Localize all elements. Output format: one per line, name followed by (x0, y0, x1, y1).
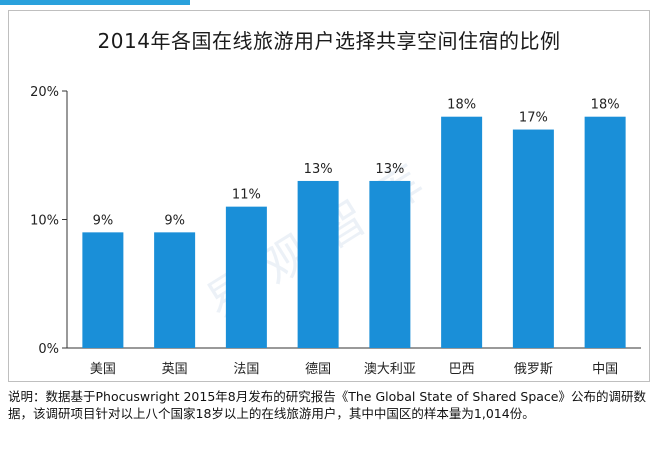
x-tick-label: 巴西 (449, 362, 475, 377)
footnote: 说明：数据基于Phocuswright 2015年8月发布的研究报告《The G… (8, 389, 646, 421)
bar (154, 232, 196, 348)
data-label: 13% (375, 162, 404, 177)
y-tick-label: 0% (38, 342, 59, 357)
y-tick-label: 10% (30, 214, 59, 229)
bar (369, 180, 411, 348)
y-tick-label: 20% (30, 85, 59, 100)
x-tick-label: 法国 (233, 362, 259, 377)
bar (82, 232, 124, 348)
x-tick-label: 德国 (305, 362, 331, 377)
data-label: 13% (304, 162, 333, 177)
x-tick-label: 英国 (162, 362, 188, 377)
data-label: 9% (93, 213, 114, 228)
header-accent-strip (0, 0, 190, 5)
chart-frame: 2014年各国在线旅游用户选择共享空间住宿的比例 易观智库 0%10%20%9%… (8, 10, 650, 382)
data-label: 17% (519, 111, 548, 126)
bar (225, 206, 267, 348)
bar-chart: 0% 10% 20% 9% 美国 9% 英国 11% 法国 13% 德国 13% 澳大利亚 18% 巴西 17… (30, 85, 641, 377)
data-label: 9% (164, 213, 185, 228)
x-tick-label: 澳大利亚 (364, 361, 416, 377)
x-tick-label: 俄罗斯 (514, 362, 553, 377)
bar (584, 116, 626, 348)
data-label: 11% (232, 188, 261, 203)
bar (441, 116, 483, 348)
data-label: 18% (591, 98, 620, 113)
chart-title: 2014年各国在线旅游用户选择共享空间住宿的比例 (97, 29, 561, 53)
bar (512, 129, 554, 348)
bar (297, 180, 339, 348)
x-tick-label: 美国 (90, 362, 116, 377)
x-tick-label: 中国 (592, 362, 618, 377)
data-label: 18% (447, 98, 476, 113)
